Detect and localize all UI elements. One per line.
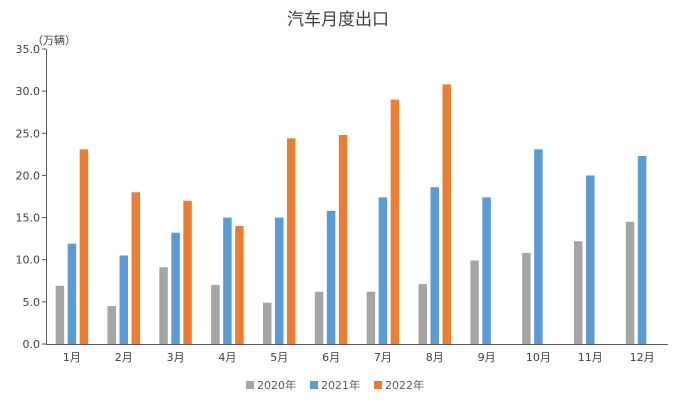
y-tick-label: 10.0 bbox=[16, 254, 41, 267]
bar-2022年-8月 bbox=[442, 84, 451, 345]
bar-2022年-2月 bbox=[131, 192, 140, 344]
x-tick-label: 11月 bbox=[578, 351, 603, 364]
y-axis-unit-label: （万辆） bbox=[32, 33, 76, 47]
legend-label: 2020年 bbox=[257, 378, 296, 392]
x-tick-label: 7月 bbox=[374, 351, 392, 364]
legend-label: 2021年 bbox=[321, 378, 360, 392]
bar-2021年-1月 bbox=[67, 243, 77, 344]
bar-2021年-10月 bbox=[534, 149, 543, 344]
legend: 2020年 2021年 2022年 bbox=[246, 378, 424, 392]
bar-2020年-1月 bbox=[55, 285, 65, 344]
bar-2021年-8月 bbox=[430, 187, 439, 344]
bar-2020年-5月 bbox=[263, 302, 272, 344]
x-tick-label: 3月 bbox=[167, 351, 185, 364]
bar-2021年-4月 bbox=[223, 217, 232, 344]
y-tick-label: 25.0 bbox=[16, 127, 41, 140]
legend-label: 2022年 bbox=[385, 378, 424, 392]
x-tick-label: 9月 bbox=[478, 351, 496, 364]
y-tick-label: 0.0 bbox=[23, 338, 41, 351]
bar-2020年-8月 bbox=[418, 284, 427, 344]
x-tick-label: 8月 bbox=[426, 351, 444, 364]
y-tick-label: 35.0 bbox=[16, 43, 41, 56]
x-tick-label: 10月 bbox=[526, 351, 551, 364]
bar-2020年-10月 bbox=[522, 252, 531, 344]
bar-2020年-3月 bbox=[159, 267, 168, 344]
bar-2022年-1月 bbox=[79, 149, 89, 344]
legend-swatch-2020年 bbox=[246, 381, 254, 389]
bar-2021年-9月 bbox=[482, 197, 491, 344]
bar-2022年-6月 bbox=[338, 134, 348, 344]
y-tick-label: 30.0 bbox=[16, 85, 41, 98]
x-axis-labels: 1月 2月 3月 4月 5月 6月 7月 8月 9月 10月 11月 12月 bbox=[63, 351, 655, 364]
x-tick-label: 4月 bbox=[218, 351, 236, 364]
bar-2020年-7月 bbox=[366, 291, 376, 344]
x-tick-label: 12月 bbox=[630, 351, 655, 364]
bar-2021年-12月 bbox=[637, 156, 647, 344]
bar-2021年-5月 bbox=[275, 217, 284, 344]
bar-2021年-6月 bbox=[326, 210, 336, 344]
y-tick-label: 20.0 bbox=[16, 169, 41, 182]
bar-2021年-11月 bbox=[586, 175, 595, 344]
y-tick-label: 5.0 bbox=[23, 296, 41, 309]
bar-2022年-3月 bbox=[183, 200, 192, 344]
chart-title: 汽车月度出口 bbox=[287, 10, 389, 30]
bar-2020年-2月 bbox=[107, 306, 116, 344]
x-tick-label: 5月 bbox=[270, 351, 288, 364]
legend-swatch-2022年 bbox=[374, 381, 382, 389]
bar-2020年-6月 bbox=[314, 291, 324, 344]
bar-2020年-9月 bbox=[470, 260, 479, 344]
bar-2022年-4月 bbox=[235, 226, 244, 344]
bar-2021年-2月 bbox=[119, 255, 128, 344]
bar-2021年-7月 bbox=[378, 197, 388, 344]
bar-2020年-11月 bbox=[574, 241, 583, 344]
y-tick-label: 15.0 bbox=[16, 212, 41, 225]
bar-2020年-4月 bbox=[211, 285, 220, 344]
bar-2022年-5月 bbox=[287, 138, 296, 344]
bar-2022年-7月 bbox=[390, 99, 400, 344]
y-axis-ticks: 0.0 5.0 10.0 15.0 20.0 25.0 30.0 35.0 bbox=[16, 43, 46, 351]
bar-2020年-12月 bbox=[625, 221, 635, 344]
legend-swatch-2021年 bbox=[310, 381, 318, 389]
bar-2021年-3月 bbox=[171, 232, 180, 344]
x-tick-label: 2月 bbox=[115, 351, 133, 364]
bars bbox=[55, 84, 647, 345]
x-tick-label: 6月 bbox=[322, 351, 340, 364]
x-tick-label: 1月 bbox=[63, 351, 81, 364]
